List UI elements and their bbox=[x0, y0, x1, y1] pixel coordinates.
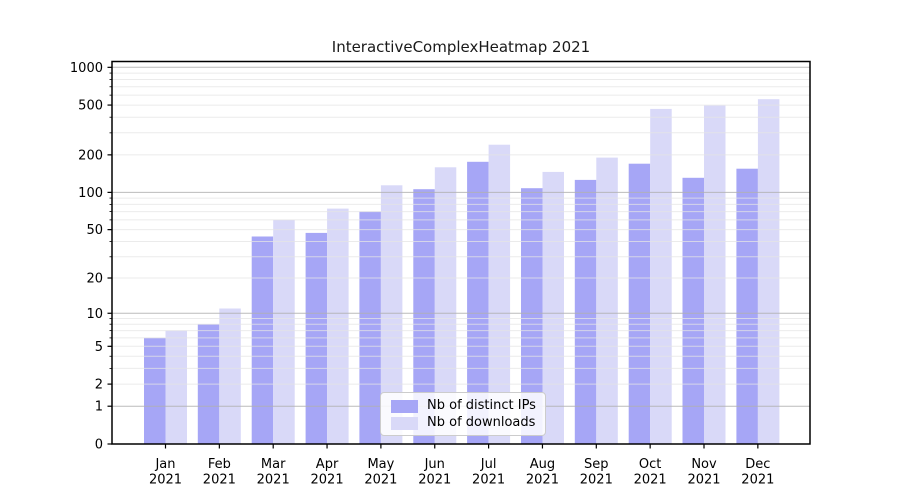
bar bbox=[380, 185, 403, 445]
y-tick-label: 1 bbox=[95, 400, 103, 415]
bar bbox=[757, 99, 780, 444]
bar bbox=[144, 337, 166, 444]
bar bbox=[574, 179, 597, 444]
bar bbox=[251, 236, 274, 444]
bar bbox=[327, 208, 349, 444]
bar bbox=[704, 105, 726, 444]
bar bbox=[413, 189, 435, 444]
bar bbox=[434, 167, 457, 445]
x-tick-label: Apr 2021 bbox=[311, 457, 344, 488]
x-tick-label: Feb 2021 bbox=[203, 457, 236, 488]
x-tick-label: Jul 2021 bbox=[472, 457, 505, 488]
bar bbox=[273, 219, 295, 444]
y-tick-label: 100 bbox=[78, 186, 103, 201]
bar bbox=[359, 211, 381, 444]
bar bbox=[542, 171, 564, 444]
x-tick-label: Jan 2021 bbox=[149, 457, 182, 488]
y-tick-label: 5 bbox=[95, 340, 103, 355]
legend-swatch-distinct-ips bbox=[391, 399, 418, 413]
x-tick-label: Dec 2021 bbox=[741, 457, 774, 488]
legend-swatch-downloads bbox=[391, 416, 418, 430]
bar bbox=[650, 108, 672, 445]
bar bbox=[165, 330, 187, 444]
x-tick-label: Sep 2021 bbox=[580, 457, 613, 488]
bar bbox=[628, 163, 651, 444]
chart-title: InteractiveComplexHeatmap 2021 bbox=[332, 38, 590, 56]
y-tick-label: 200 bbox=[78, 148, 103, 163]
y-tick-label: 50 bbox=[86, 223, 103, 238]
y-tick-label: 500 bbox=[78, 99, 103, 114]
y-tick-label: 20 bbox=[86, 272, 103, 287]
legend-item-downloads: Nb of downloads bbox=[391, 415, 537, 431]
y-tick-label: 1000 bbox=[70, 61, 103, 76]
bar bbox=[521, 188, 543, 444]
y-tick-label: 10 bbox=[86, 307, 103, 322]
bar bbox=[467, 161, 489, 445]
x-tick-label: Mar 2021 bbox=[257, 457, 290, 488]
bar bbox=[596, 157, 618, 444]
x-tick-label: Oct 2021 bbox=[634, 457, 667, 488]
y-tick-label: 0 bbox=[95, 438, 103, 453]
x-tick-label: Aug 2021 bbox=[526, 457, 559, 488]
legend: Nb of distinct IPs Nb of downloads bbox=[380, 392, 546, 436]
bar bbox=[305, 232, 328, 444]
legend-label-distinct-ips: Nb of distinct IPs bbox=[427, 398, 536, 413]
bar bbox=[219, 308, 241, 444]
x-tick-label: May 2021 bbox=[364, 457, 397, 488]
bar bbox=[682, 177, 704, 445]
plot-frame bbox=[111, 60, 811, 445]
bar bbox=[736, 168, 758, 444]
gridlines bbox=[112, 66, 810, 407]
bars bbox=[144, 99, 780, 445]
y-tick-label: 2 bbox=[95, 378, 103, 393]
legend-label-downloads: Nb of downloads bbox=[427, 415, 536, 430]
x-tick-label: Nov 2021 bbox=[687, 457, 720, 488]
x-tick-label: Jun 2021 bbox=[418, 457, 451, 488]
legend-item-distinct-ips: Nb of distinct IPs bbox=[391, 398, 537, 414]
